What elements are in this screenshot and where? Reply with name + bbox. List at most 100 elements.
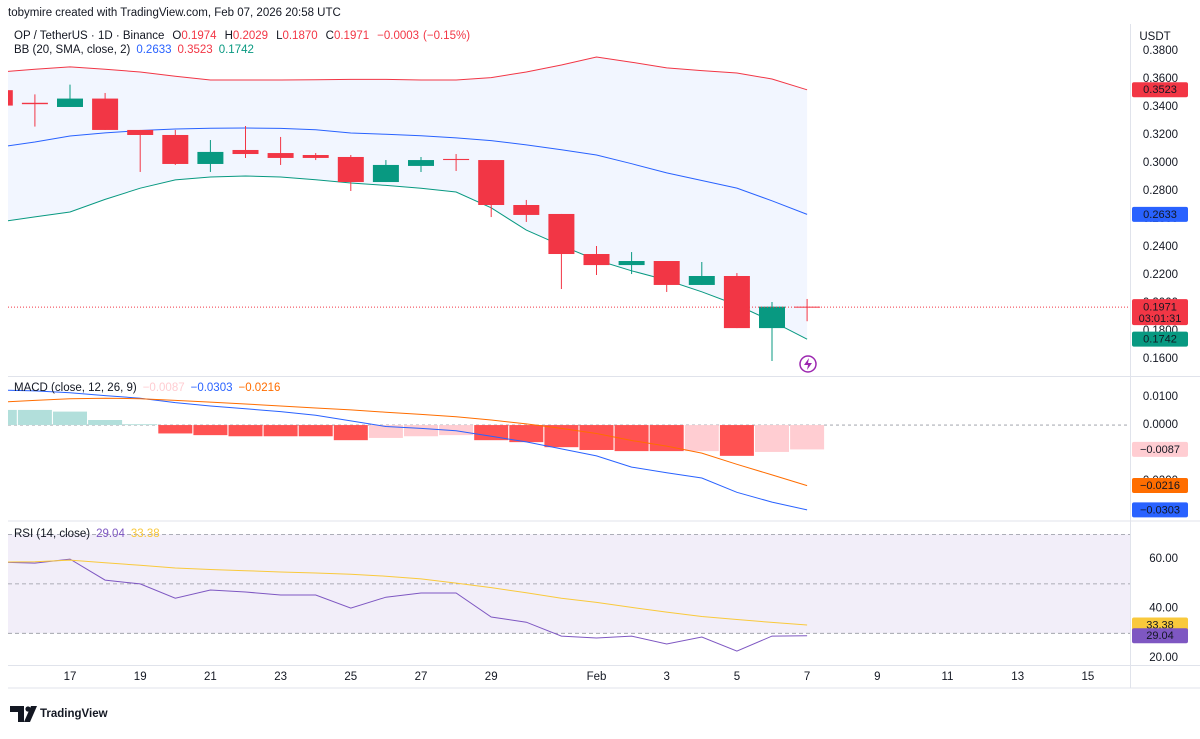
y-tick-label: 0.1600 — [1143, 353, 1178, 365]
icon-bolt — [804, 358, 812, 370]
histogram-bar — [17, 409, 52, 426]
candle-body — [8, 90, 13, 106]
value-tag — [1132, 478, 1188, 494]
legend-item: OP / TetherUS · 1D · Binance — [14, 30, 164, 42]
legend: MACD (close, 12, 26, 9) −0.0087 −0.0303 −0.… — [14, 382, 280, 394]
x-tick-label: 7 — [804, 671, 810, 683]
attribution: tobymire created with TradingView.com, F… — [8, 7, 341, 19]
x-tick-label: 11 — [942, 671, 954, 683]
legend-change: −0.0003 — [377, 30, 419, 42]
candle-body — [408, 160, 434, 166]
x-tick-label: 3 — [663, 671, 669, 683]
legend-value: 0.1870 — [282, 30, 317, 42]
countdown: 03:01:31 — [1139, 313, 1182, 325]
y-tick-label: 60.00 — [1149, 553, 1178, 565]
value-tag-label: 0.3523 — [1143, 84, 1177, 96]
histogram-bar — [684, 425, 719, 452]
histogram-bar — [719, 425, 754, 456]
candle-body — [548, 213, 575, 255]
logo-mark — [24, 706, 37, 722]
histogram-bar — [158, 425, 193, 434]
value-tag — [1132, 502, 1188, 518]
x-tick-label: 17 — [64, 671, 77, 683]
currency: USDT — [1139, 31, 1170, 43]
y-tick-label: 0.0100 — [1143, 391, 1178, 403]
histogram-bar — [579, 425, 614, 450]
x-tick-label: 13 — [1011, 671, 1024, 683]
histogram-bar — [755, 425, 789, 452]
candle-body — [302, 155, 329, 158]
series-line — [8, 389, 808, 511]
candle-body — [723, 275, 750, 329]
legend-value: 0.2029 — [233, 30, 268, 42]
candle-body — [197, 151, 224, 164]
x-tick-label: 15 — [1082, 671, 1095, 683]
histogram-bar — [123, 424, 158, 426]
candle-body — [618, 261, 645, 266]
value-tag — [1132, 628, 1188, 644]
legend-value: 0.2633 — [136, 44, 171, 56]
logo-text: TradingView — [40, 708, 108, 720]
x-tick-label: 5 — [734, 671, 740, 683]
candle-body — [583, 254, 610, 266]
candle-body — [57, 98, 83, 107]
candle-body — [337, 156, 364, 183]
value-tag-label: −0.0303 — [1140, 504, 1180, 516]
value-tag — [1132, 331, 1188, 347]
legend-value: 0.1742 — [219, 44, 254, 56]
histogram-bar — [439, 425, 474, 436]
histogram-bar — [193, 425, 228, 436]
histogram-bar — [8, 409, 17, 426]
candle-body — [372, 164, 399, 183]
signal-icon — [799, 355, 817, 373]
histogram-bar — [298, 425, 333, 437]
legend: OP / TetherUS · 1D · Binance O0.1974 H0.20… — [14, 30, 470, 42]
legend-key: O — [172, 30, 181, 42]
series-line — [8, 56, 808, 91]
legend-value: −0.0087 — [143, 382, 185, 394]
legend-value: 0.3523 — [178, 44, 213, 56]
candle-body — [92, 98, 119, 130]
histogram-bar — [790, 425, 825, 450]
legend-value: 0.1971 — [334, 30, 369, 42]
series-line — [8, 558, 808, 652]
value-tag-label: −0.0087 — [1140, 444, 1180, 456]
legend-item: RSI (14, close) — [14, 528, 90, 540]
candle-body — [162, 134, 189, 164]
histogram-bar — [53, 411, 87, 426]
value-tag — [1132, 206, 1188, 222]
value-tag-label: 29.04 — [1146, 630, 1174, 642]
legend-value: −0.0216 — [239, 382, 281, 394]
y-tick-label: 0.3400 — [1143, 101, 1178, 113]
histogram-bar — [368, 425, 403, 438]
x-tick-label: 25 — [344, 671, 357, 683]
series-line — [8, 559, 808, 626]
value-tag — [1132, 299, 1188, 326]
y-tick-label: 0.3800 — [1143, 45, 1178, 57]
value-tag — [1132, 441, 1188, 457]
histogram-bar — [263, 425, 298, 437]
legend-change: (−0.15%) — [423, 30, 470, 42]
candle-body — [759, 306, 785, 329]
pane — [8, 389, 1130, 511]
candle-body — [267, 153, 294, 158]
y-tick-label: 0.2800 — [1143, 185, 1178, 197]
y-tick-label: 0.3200 — [1143, 129, 1178, 141]
x-tick-label: 21 — [204, 671, 217, 683]
candle-body — [794, 306, 821, 308]
band-fill — [8, 56, 808, 340]
pane — [8, 56, 821, 361]
x-tick-label: 9 — [874, 671, 880, 683]
y-tick-label: 0.0000 — [1143, 419, 1178, 431]
value-tag-label: 0.1742 — [1143, 334, 1177, 346]
legend-key: C — [326, 30, 334, 42]
y-tick-label: 20.00 — [1149, 652, 1178, 664]
value-tag — [1132, 82, 1188, 98]
icon-ring — [799, 355, 817, 373]
legend-item: MACD (close, 12, 26, 9) — [14, 382, 137, 394]
x-tick-label: 29 — [485, 671, 498, 683]
candle-body — [513, 205, 540, 215]
